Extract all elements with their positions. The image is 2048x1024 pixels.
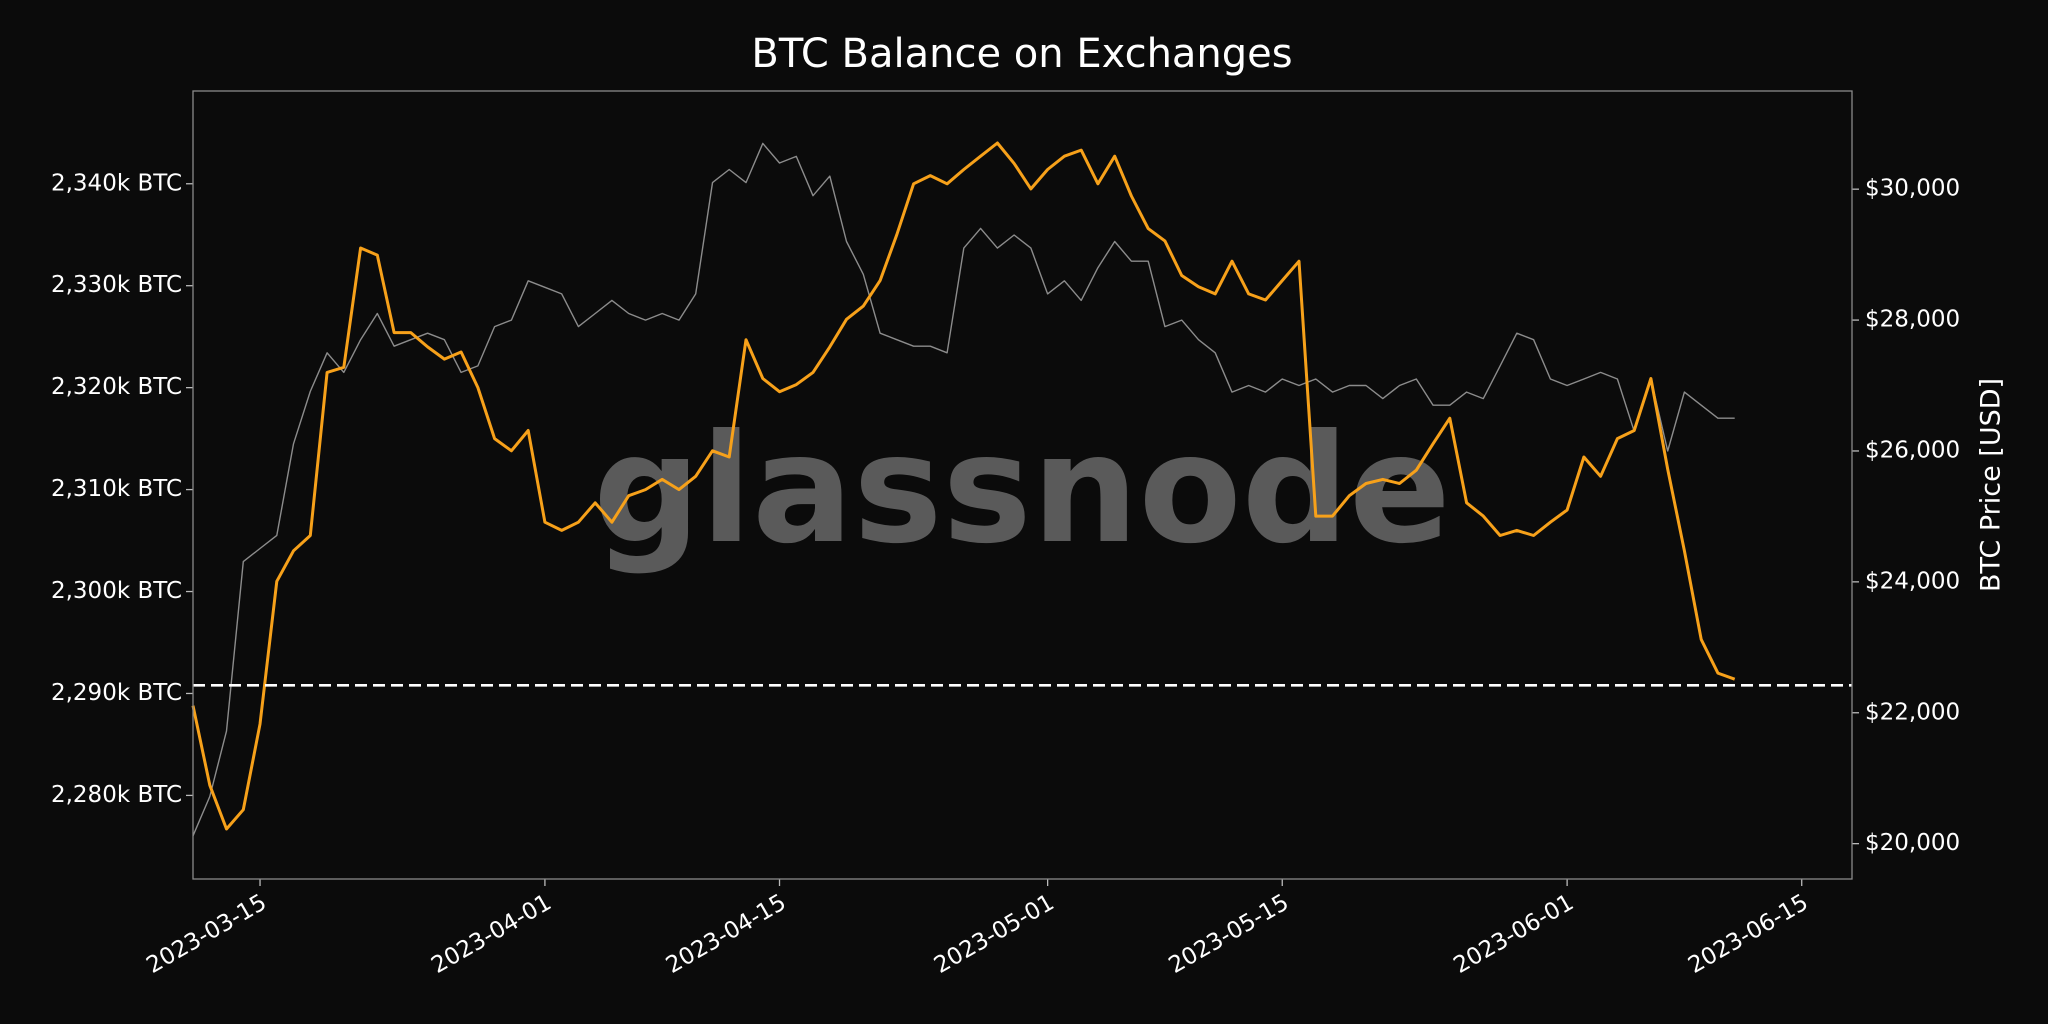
- y-tick-label: 2,300k BTC: [51, 578, 182, 604]
- price-line: [192, 142, 1735, 837]
- y2-tick-label: $20,000: [1865, 830, 1960, 856]
- y2-tick-label: $30,000: [1865, 176, 1960, 202]
- y2-tick-label: $22,000: [1865, 699, 1960, 725]
- y-tick-label: 2,280k BTC: [51, 782, 182, 808]
- watermark: glassnode: [593, 403, 1451, 577]
- plot-frame: [192, 90, 1853, 880]
- y-tick-label: 2,330k BTC: [51, 272, 182, 298]
- y-tick-label: 2,320k BTC: [51, 374, 182, 400]
- y2-tick-label: $26,000: [1865, 437, 1960, 463]
- y2-tick-label: $24,000: [1865, 568, 1960, 594]
- chart-title: BTC Balance on Exchanges: [751, 31, 1292, 77]
- y-tick-label: 2,290k BTC: [51, 680, 182, 706]
- y2-axis-label: BTC Price [USD]: [1976, 378, 2007, 592]
- balance-line: [191, 141, 1736, 831]
- y-tick-label: 2,340k BTC: [51, 170, 182, 196]
- y2-tick-label: $28,000: [1865, 307, 1960, 333]
- y-tick-label: 2,310k BTC: [51, 476, 182, 502]
